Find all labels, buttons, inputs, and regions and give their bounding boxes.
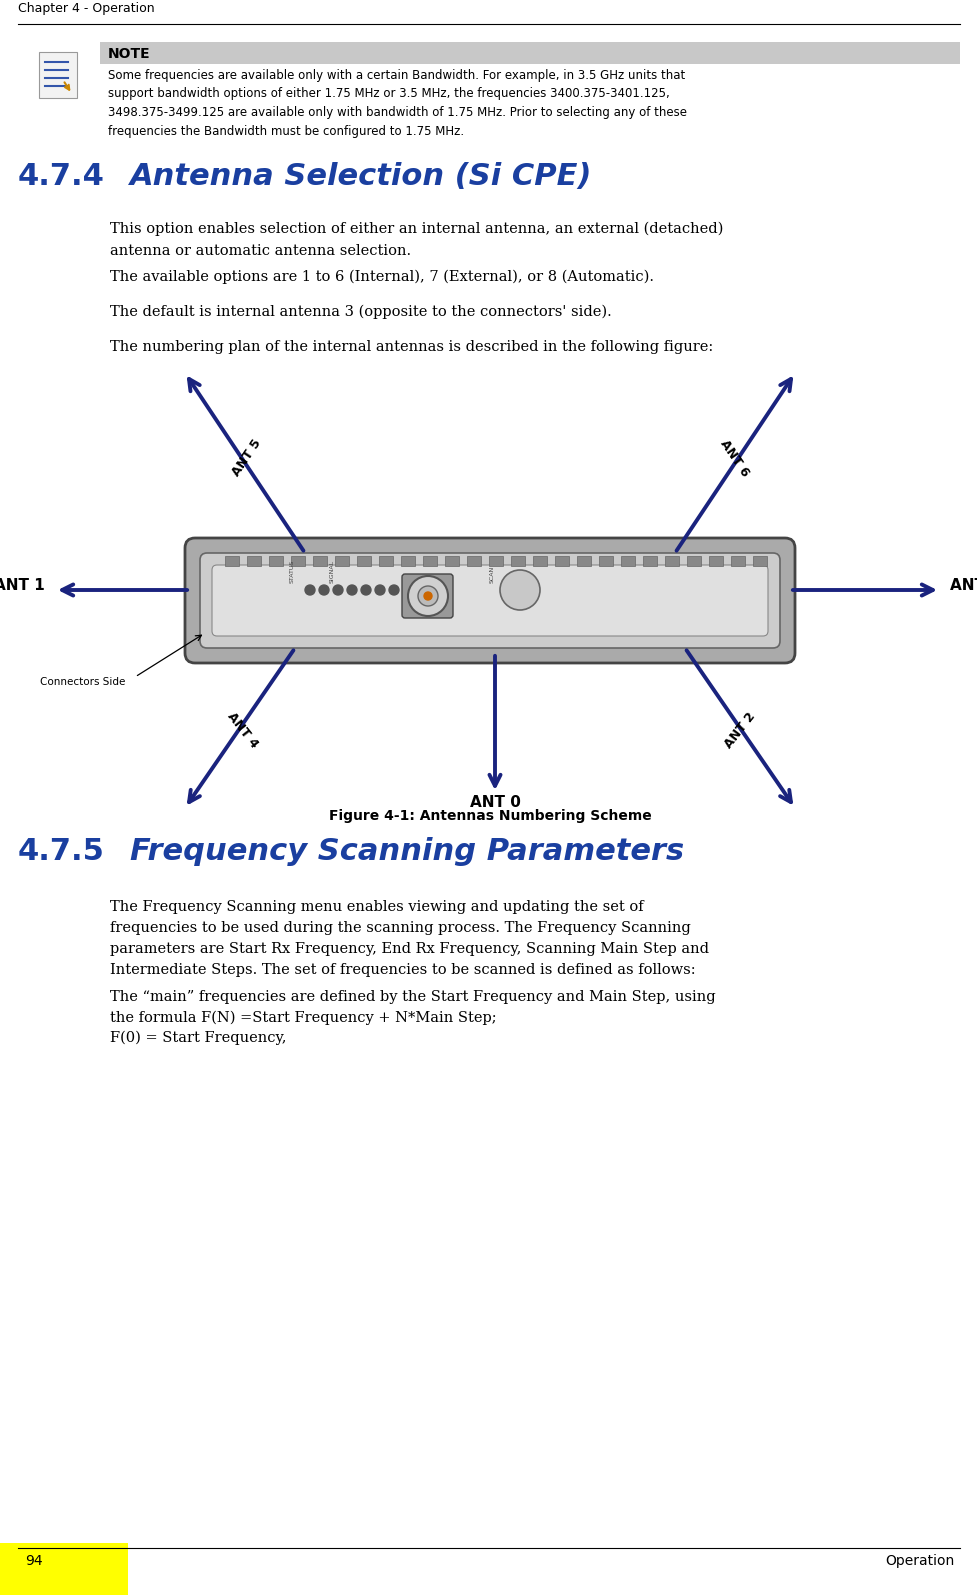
Circle shape <box>389 585 399 595</box>
Bar <box>577 557 591 566</box>
Text: This option enables selection of either an internal antenna, an external (detach: This option enables selection of either … <box>110 222 723 257</box>
Text: Figure 4-1: Antennas Numbering Scheme: Figure 4-1: Antennas Numbering Scheme <box>328 809 652 823</box>
Bar <box>555 557 569 566</box>
Bar <box>247 557 261 566</box>
Circle shape <box>305 585 315 595</box>
Circle shape <box>347 585 357 595</box>
Bar <box>39 53 77 97</box>
Bar <box>401 557 415 566</box>
Bar <box>665 557 679 566</box>
Text: ANT 3: ANT 3 <box>950 577 977 592</box>
Bar <box>291 557 305 566</box>
Circle shape <box>403 585 413 595</box>
Text: SCAN: SCAN <box>490 566 495 584</box>
Text: Operation: Operation <box>886 1554 955 1568</box>
FancyBboxPatch shape <box>185 538 795 664</box>
Text: ANT 6: ANT 6 <box>718 437 752 478</box>
Bar <box>379 557 393 566</box>
Bar <box>621 557 635 566</box>
Text: ANT 4: ANT 4 <box>225 710 261 751</box>
Bar <box>731 557 745 566</box>
Text: The “main” frequencies are defined by the Start Frequency and Main Step, using
t: The “main” frequencies are defined by th… <box>110 990 715 1045</box>
Text: Some frequencies are available only with a certain Bandwidth. For example, in 3.: Some frequencies are available only with… <box>108 69 687 137</box>
Text: ANT 1: ANT 1 <box>0 577 45 592</box>
Text: NOTE: NOTE <box>108 46 150 61</box>
Circle shape <box>500 569 540 609</box>
Circle shape <box>408 576 448 616</box>
Circle shape <box>361 585 371 595</box>
Text: Connectors Side: Connectors Side <box>40 676 125 687</box>
Bar <box>100 41 960 64</box>
Text: 4.7.4: 4.7.4 <box>18 163 105 191</box>
Bar <box>467 557 481 566</box>
Bar <box>511 557 525 566</box>
Text: ANT 2: ANT 2 <box>722 710 758 751</box>
Bar <box>423 557 437 566</box>
Text: 4.7.5: 4.7.5 <box>18 837 105 866</box>
Text: ANT 0: ANT 0 <box>470 794 521 810</box>
Circle shape <box>375 585 385 595</box>
Bar <box>709 557 723 566</box>
Bar <box>687 557 701 566</box>
Bar <box>489 557 503 566</box>
Text: The available options are 1 to 6 (Internal), 7 (External), or 8 (Automatic).: The available options are 1 to 6 (Intern… <box>110 270 654 284</box>
Circle shape <box>319 585 329 595</box>
Bar <box>0 1542 128 1595</box>
FancyBboxPatch shape <box>212 565 768 636</box>
Bar <box>335 557 349 566</box>
Text: ANT 5: ANT 5 <box>230 437 264 478</box>
Text: Frequency Scanning Parameters: Frequency Scanning Parameters <box>130 837 684 866</box>
Bar <box>599 557 613 566</box>
Text: The numbering plan of the internal antennas is described in the following figure: The numbering plan of the internal anten… <box>110 340 713 354</box>
Bar <box>643 557 657 566</box>
Text: SIGNAL: SIGNAL <box>330 560 335 584</box>
Bar <box>313 557 327 566</box>
Text: Chapter 4 - Operation: Chapter 4 - Operation <box>18 2 154 14</box>
Text: The Frequency Scanning menu enables viewing and updating the set of
frequencies : The Frequency Scanning menu enables view… <box>110 900 709 978</box>
Bar <box>533 557 547 566</box>
Bar <box>225 557 239 566</box>
Bar <box>357 557 371 566</box>
Bar <box>269 557 283 566</box>
Bar <box>753 557 767 566</box>
Circle shape <box>333 585 343 595</box>
Text: 94: 94 <box>25 1554 43 1568</box>
Circle shape <box>418 585 438 606</box>
Bar <box>445 557 459 566</box>
FancyBboxPatch shape <box>402 574 453 617</box>
FancyBboxPatch shape <box>200 553 780 648</box>
Circle shape <box>424 592 432 600</box>
Text: The default is internal antenna 3 (opposite to the connectors' side).: The default is internal antenna 3 (oppos… <box>110 305 612 319</box>
Text: Antenna Selection (Si CPE): Antenna Selection (Si CPE) <box>130 163 592 191</box>
Text: STATUS: STATUS <box>290 560 295 584</box>
